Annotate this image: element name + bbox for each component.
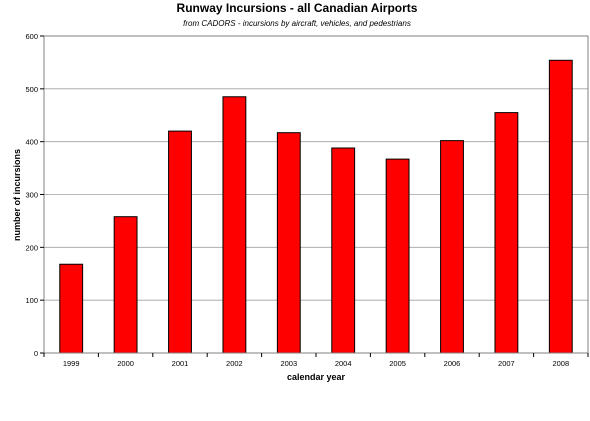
bar-2001 (168, 130, 192, 354)
x-tick-label: 2008 (552, 359, 569, 368)
y-axis-ticks: 0 100 200 300 400 500 600 (25, 32, 44, 358)
bar-2005 (385, 158, 410, 354)
y-tick-label: 200 (25, 243, 38, 252)
x-tick-label: 2003 (280, 359, 297, 368)
x-tick-label: 2007 (498, 359, 515, 368)
y-tick-label: 300 (25, 191, 38, 200)
y-tick-label: 0 (34, 349, 38, 358)
x-tick-label: 2000 (117, 359, 134, 368)
chart-title: Runway Incursions - all Canadian Airport… (177, 1, 418, 15)
x-tick-label: 2004 (335, 359, 352, 368)
x-tick-label: 2005 (389, 359, 406, 368)
bar-2000 (113, 216, 138, 354)
bar-2008 (548, 59, 573, 354)
y-tick-label: 600 (25, 32, 38, 41)
x-axis-ticks: 1999 2000 2001 2002 2003 2004 2005 2006 2007 2008 (43, 353, 589, 368)
bar-2007 (494, 112, 519, 354)
y-tick-label: 400 (25, 138, 38, 147)
bar-2003 (276, 132, 301, 354)
x-tick-label: 2006 (444, 359, 461, 368)
y-axis-label: number of incursions (12, 149, 22, 241)
bar-2002 (222, 96, 247, 354)
x-tick-label: 2001 (172, 359, 189, 368)
bar-1999 (59, 263, 84, 354)
bar-2004 (331, 147, 356, 354)
y-tick-label: 100 (25, 296, 38, 305)
bar-2006 (440, 140, 464, 354)
y-tick-label: 500 (25, 85, 38, 94)
x-tick-label: 1999 (63, 359, 80, 368)
x-tick-label: 2002 (226, 359, 243, 368)
x-axis-label: calendar year (287, 372, 346, 382)
chart-subtitle: from CADORS - incursions by aircraft, ve… (183, 19, 411, 28)
